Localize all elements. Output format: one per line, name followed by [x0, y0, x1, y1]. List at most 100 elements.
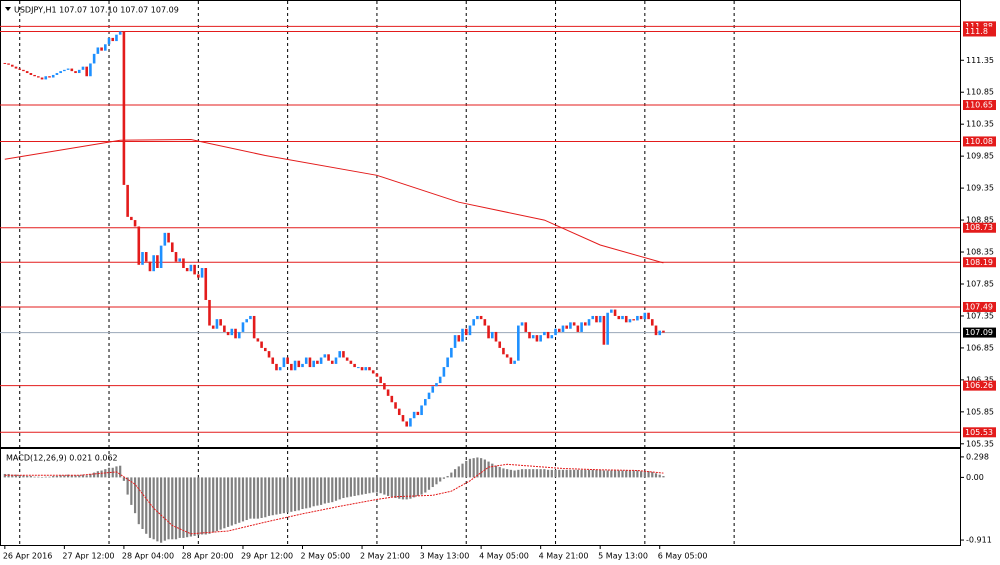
x-tick-label: 2 May 05:00	[301, 552, 351, 561]
x-tick-label: 29 Apr 12:00	[241, 552, 293, 561]
candle	[546, 331, 550, 339]
x-tick-label: 4 May 21:00	[539, 552, 589, 561]
candle	[130, 216, 133, 221]
candle	[453, 335, 457, 348]
candle	[379, 376, 382, 384]
candle	[397, 408, 401, 416]
candle	[215, 319, 219, 329]
candle	[487, 325, 490, 339]
candle	[490, 331, 494, 339]
macd-bar	[160, 477, 163, 543]
macd-bar	[480, 458, 483, 478]
candle	[167, 232, 170, 243]
macd-bar	[89, 473, 92, 478]
macd-bar	[587, 469, 591, 478]
candle	[464, 328, 468, 336]
macd-bar	[643, 471, 646, 478]
macd-bar	[130, 477, 133, 505]
candle	[584, 322, 587, 326]
level-label: 111.8	[965, 27, 988, 36]
macd-bar	[316, 477, 319, 506]
macd-bar	[398, 477, 401, 499]
macd-bar	[435, 477, 438, 485]
macd-bar	[256, 477, 259, 519]
macd-bar	[554, 469, 557, 478]
macd-bar	[264, 477, 267, 518]
candle	[565, 325, 568, 329]
macd-bar	[357, 477, 360, 496]
macd-bar	[632, 470, 635, 478]
x-tick-label: 4 May 05:00	[479, 552, 529, 561]
macd-bar	[453, 469, 457, 478]
macd-bar	[647, 471, 650, 478]
candle	[658, 330, 662, 336]
macd-bar	[167, 477, 170, 540]
macd-bar	[93, 472, 96, 478]
macd-bar	[461, 463, 464, 478]
candle	[40, 77, 44, 80]
candle	[587, 319, 591, 326]
candle	[282, 357, 286, 368]
macd-bar	[238, 477, 241, 523]
candle	[208, 299, 211, 326]
macd-bar	[137, 477, 140, 525]
x-tick-label: 5 May 13:00	[598, 552, 648, 561]
candle	[290, 363, 293, 371]
macd-bar	[271, 477, 274, 516]
candle	[118, 31, 122, 35]
macd-bar	[416, 477, 419, 496]
macd-bar	[308, 477, 312, 508]
macd-bar	[66, 474, 70, 478]
candle	[312, 360, 315, 368]
chart-title: USDJPY,H1 107.07 107.10 107.07 107.09	[14, 6, 179, 15]
macd-bar	[282, 477, 286, 514]
level-label-box	[963, 26, 996, 37]
macd-bar	[290, 477, 293, 512]
current-price-box	[963, 327, 996, 338]
x-tick-label: 27 Apr 12:00	[62, 552, 114, 561]
candle	[152, 255, 155, 272]
candle	[598, 315, 602, 323]
candle	[554, 328, 557, 336]
macd-bar	[253, 477, 256, 519]
macd-bar	[26, 476, 29, 478]
menu-arrow[interactable]	[5, 7, 11, 11]
candle	[330, 360, 334, 364]
candle	[100, 47, 103, 51]
y-tick-label: 106.85	[966, 343, 994, 352]
macd-bar	[230, 477, 233, 526]
x-tick-label: 28 Apr 20:00	[181, 552, 233, 561]
macd-bar	[249, 477, 252, 519]
candle	[505, 354, 509, 358]
candle	[353, 363, 356, 368]
candle	[595, 315, 598, 323]
candle	[435, 383, 438, 387]
y-tick-label: 110.85	[966, 88, 994, 97]
level-label-box	[963, 21, 996, 32]
macd-bar	[487, 461, 490, 478]
candle	[610, 309, 613, 313]
candle	[122, 31, 126, 185]
macd-bar	[379, 477, 382, 494]
candle	[401, 415, 405, 422]
macd-bar	[539, 469, 542, 478]
macd-bar	[178, 477, 181, 538]
x-tick-label: 6 May 05:00	[658, 552, 708, 561]
candle	[457, 335, 461, 342]
candle	[182, 258, 185, 269]
candle	[89, 63, 92, 77]
macd-bar	[279, 477, 282, 514]
macd-bar	[502, 468, 505, 478]
macd-bar	[267, 477, 271, 516]
macd-bar	[349, 477, 352, 497]
macd-bar	[532, 469, 535, 478]
level-label: 106.26	[965, 381, 993, 390]
candle	[66, 68, 70, 70]
candle	[256, 338, 260, 342]
candle	[275, 363, 278, 371]
candle	[85, 66, 88, 77]
macd-bar	[342, 477, 345, 499]
macd-bar	[63, 475, 66, 478]
candle	[144, 252, 148, 262]
macd-bar	[386, 477, 390, 496]
